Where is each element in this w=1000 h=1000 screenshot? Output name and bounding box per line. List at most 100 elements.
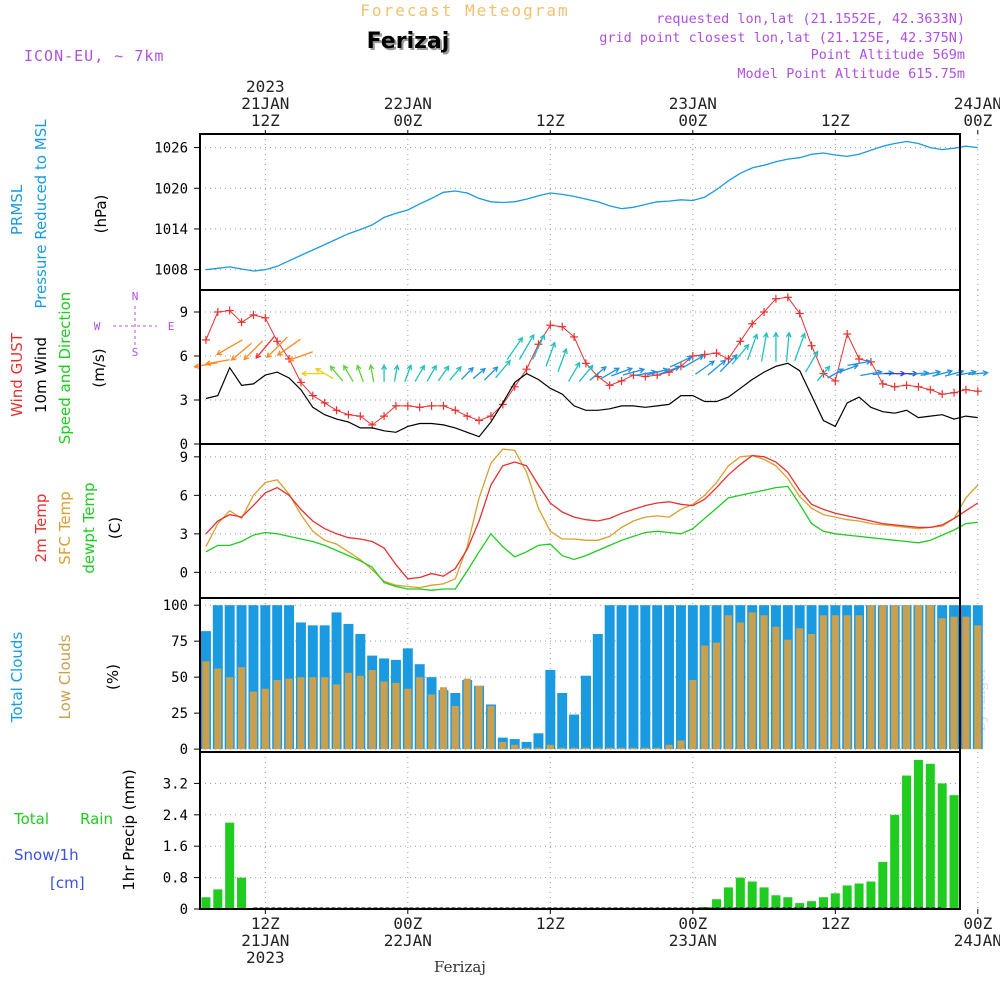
y-tick-label: 3 (180, 393, 188, 409)
wind-arrow (827, 368, 844, 379)
wind-arrow (600, 367, 620, 380)
wind-arrow (460, 367, 474, 380)
wind-arrow-head (193, 363, 200, 370)
rain-bar (759, 887, 769, 909)
total-cloud-bar (664, 605, 675, 750)
low-cloud-bar (475, 685, 483, 750)
wind-arrow-head (329, 365, 336, 372)
wind-arrow (329, 365, 344, 382)
wind-arrow (356, 365, 364, 382)
snow-label: Snow/1h (14, 846, 79, 864)
wind-arrow-head (888, 370, 895, 377)
bottom-time-label: 00Z (393, 914, 422, 933)
wind-arrow (622, 368, 645, 376)
low-cloud-bar (392, 682, 400, 750)
rain-bar (854, 883, 864, 909)
top-time-label: 12Z (821, 111, 850, 130)
temp-unit-label: (C) (106, 517, 124, 539)
top-time-label: 00Z (393, 111, 422, 130)
rain-bar (201, 897, 211, 909)
top-time-label: 00Z (963, 111, 992, 130)
low-cloud-bar (428, 694, 436, 750)
bottom-time-label: 12Z (536, 914, 565, 933)
total-cloud-bar (545, 669, 556, 750)
bottom-time-label: 00Z (963, 914, 992, 933)
low-clouds-label: Low Clouds (56, 634, 74, 719)
total-label: Total (13, 810, 49, 828)
bottom-time-label: 23JAN (669, 931, 717, 950)
low-cloud-bar (451, 705, 459, 750)
low-cloud-bar (238, 667, 246, 750)
prmsl-label: PRMSL (8, 184, 26, 235)
y-tick-label: 1.6 (163, 839, 188, 855)
wind-arrow (568, 362, 581, 382)
top-time-label: 00Z (678, 111, 707, 130)
rain-bar (747, 881, 757, 909)
y-tick-label: 0 (180, 902, 188, 918)
rain-bar (807, 901, 817, 909)
low-cloud-bar (368, 669, 376, 750)
low-cloud-bar (356, 675, 364, 750)
low-cloud-bar (297, 677, 305, 750)
low-cloud-bar (309, 677, 317, 750)
total-cloud-bar (640, 605, 651, 750)
wind-arrow-head (982, 370, 989, 377)
low-cloud-bar (950, 616, 958, 750)
low-cloud-bar (546, 744, 554, 750)
gust-line (205, 296, 978, 426)
pressure-unit-label: (hPa) (92, 195, 110, 234)
wind-arrow (532, 334, 545, 360)
dewpt-label: dewpt Temp (80, 482, 98, 573)
y-tick-label: 0.8 (163, 871, 188, 887)
wind-arrow (578, 365, 594, 383)
wind-arrow-head (731, 354, 738, 360)
panel-frames (199, 133, 961, 910)
wind-arrow-head (562, 347, 568, 355)
y-tick-label: 9 (180, 305, 188, 321)
wind-arrow (426, 365, 437, 382)
wind-arrow-head (638, 367, 646, 374)
y-tick-label: 75 (171, 634, 188, 650)
wind-arrow (255, 336, 275, 359)
rain-bar (902, 775, 912, 909)
low-cloud-bar (594, 747, 602, 750)
wind-arrow-head (720, 359, 727, 366)
wind-arrow (243, 340, 264, 360)
top-time-label: 12Z (536, 111, 565, 130)
wind-arrow-head (505, 359, 511, 366)
y-tick-label: 0 (180, 437, 188, 453)
low-cloud-bar (677, 740, 685, 750)
total-cloud-bar (521, 741, 532, 750)
low-cloud-bar (701, 645, 709, 750)
wind-arrow (589, 366, 607, 381)
low-cloud-bar (914, 605, 922, 750)
bottom-time-label: 24JAN (954, 931, 1000, 950)
compass-south: S (132, 346, 139, 359)
bottom-time-label: 22JAN (384, 931, 432, 950)
low-cloud-bar (511, 744, 519, 750)
y-tick-label: 1008 (154, 263, 188, 279)
low-cloud-bar (855, 615, 863, 750)
low-cloud-bar (321, 677, 329, 750)
low-cloud-bar (582, 747, 590, 750)
rain-bar (213, 889, 223, 909)
wind-arrow (695, 360, 715, 375)
wind-arrow (483, 366, 498, 381)
total-cloud-bar (248, 605, 259, 750)
total-cloud-bar (687, 605, 698, 750)
wind-arrow (216, 339, 243, 356)
wind-arrow (669, 356, 693, 368)
low-cloud-bar (784, 639, 792, 750)
low-cloud-bar (249, 691, 257, 750)
wind-arrow (968, 372, 988, 376)
wind-arrow-head (431, 364, 437, 371)
wind-arrow (205, 359, 230, 365)
wind-unit-label: (m/s) (90, 348, 108, 387)
y-tick-label: 1026 (154, 141, 188, 157)
wind-arrow (785, 332, 790, 362)
wind-arrow-head (355, 364, 362, 371)
wind-arrow (707, 359, 726, 376)
rain-bar (818, 897, 828, 909)
y-tick-label: 9 (180, 450, 188, 466)
wind-arrow (449, 366, 462, 381)
